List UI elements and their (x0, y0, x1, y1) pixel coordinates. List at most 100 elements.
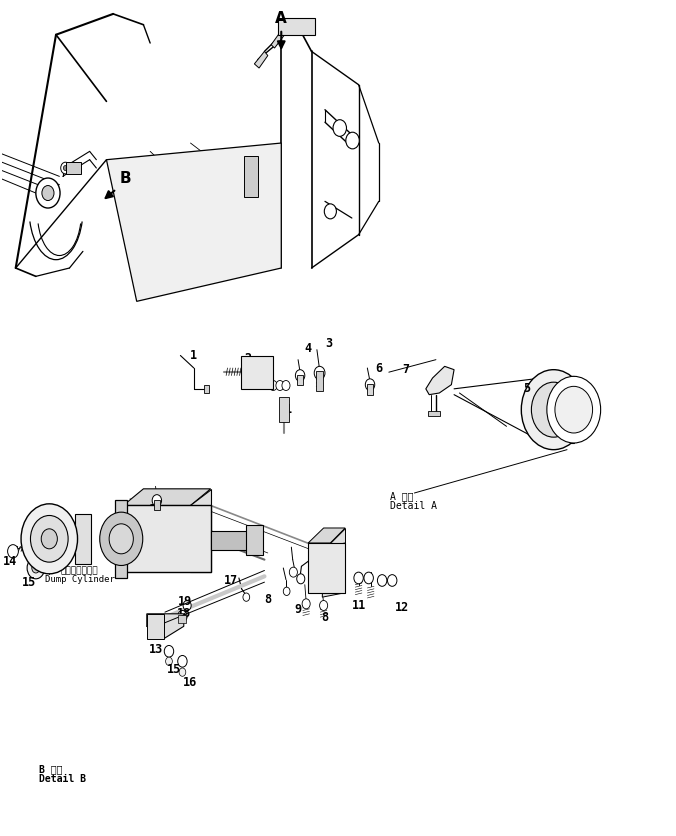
Text: 2: 2 (244, 351, 251, 364)
Text: ダンプシリンダ: ダンプシリンダ (61, 566, 99, 575)
Text: 12: 12 (395, 601, 410, 614)
Text: 13: 13 (149, 643, 163, 656)
Bar (115, 500, 127, 578)
Text: 19: 19 (178, 594, 192, 608)
Text: 6: 6 (375, 361, 383, 375)
Text: 11: 11 (166, 513, 180, 526)
Bar (279, 397, 289, 422)
Circle shape (242, 375, 250, 385)
Polygon shape (308, 528, 345, 543)
Circle shape (36, 178, 60, 208)
Circle shape (547, 376, 601, 443)
Circle shape (100, 512, 143, 565)
Circle shape (297, 573, 305, 584)
Circle shape (364, 572, 373, 584)
Bar (66, 162, 81, 174)
Text: 11: 11 (352, 599, 366, 612)
Text: A 詳細: A 詳細 (390, 492, 414, 502)
Text: Detail A: Detail A (390, 502, 437, 512)
Text: 3: 3 (324, 337, 332, 349)
Circle shape (109, 524, 133, 553)
Circle shape (269, 380, 277, 390)
Bar (278, 18, 315, 35)
Circle shape (64, 166, 68, 171)
Circle shape (152, 495, 162, 507)
Polygon shape (271, 31, 285, 48)
Circle shape (7, 544, 18, 558)
Polygon shape (147, 614, 184, 639)
Bar (297, 375, 304, 385)
Circle shape (295, 370, 305, 381)
Text: 17: 17 (224, 574, 238, 587)
Circle shape (531, 382, 576, 437)
Bar (211, 532, 247, 549)
Circle shape (320, 600, 328, 610)
Polygon shape (426, 366, 454, 395)
Text: A: A (275, 11, 287, 26)
Circle shape (27, 557, 45, 579)
Circle shape (42, 186, 54, 201)
Text: 9: 9 (295, 603, 301, 616)
Circle shape (32, 563, 40, 573)
Text: 16: 16 (183, 676, 197, 690)
Circle shape (377, 574, 387, 586)
Circle shape (260, 375, 268, 385)
Text: B 詳細: B 詳細 (39, 764, 63, 774)
Text: 10: 10 (149, 503, 163, 516)
Text: 8: 8 (321, 611, 329, 624)
Bar (244, 155, 258, 197)
Circle shape (242, 360, 250, 370)
Circle shape (521, 370, 586, 450)
Circle shape (61, 162, 70, 174)
Polygon shape (191, 489, 211, 572)
Circle shape (283, 587, 290, 595)
Circle shape (324, 204, 337, 219)
Circle shape (276, 380, 284, 390)
Circle shape (555, 386, 593, 433)
Text: B: B (120, 171, 132, 186)
Text: 1: 1 (191, 349, 197, 362)
Circle shape (354, 572, 363, 584)
Circle shape (164, 645, 174, 657)
Circle shape (282, 380, 290, 390)
Text: 5: 5 (523, 382, 530, 395)
Circle shape (289, 567, 297, 577)
Text: 14: 14 (3, 555, 18, 568)
Circle shape (243, 593, 249, 601)
Circle shape (178, 655, 187, 667)
Circle shape (302, 599, 310, 609)
Bar (428, 411, 440, 416)
Polygon shape (254, 51, 268, 68)
Text: 15: 15 (166, 663, 180, 676)
Text: 7: 7 (402, 363, 409, 376)
Polygon shape (123, 489, 211, 506)
Text: Detail B: Detail B (39, 774, 87, 784)
Circle shape (30, 516, 68, 562)
Bar (147, 614, 164, 639)
Polygon shape (322, 543, 345, 597)
Bar (153, 500, 160, 510)
Text: 1: 1 (285, 403, 291, 416)
Text: Dump Cylinder: Dump Cylinder (45, 575, 114, 584)
Circle shape (166, 657, 172, 665)
Circle shape (21, 504, 78, 573)
Text: 4: 4 (305, 343, 312, 355)
Bar (246, 526, 263, 555)
Circle shape (166, 508, 174, 518)
Circle shape (183, 600, 191, 610)
Circle shape (260, 360, 268, 370)
Bar (204, 385, 210, 393)
Circle shape (178, 610, 187, 622)
Circle shape (314, 366, 325, 380)
Bar (241, 355, 273, 389)
Circle shape (333, 120, 347, 136)
Text: 18: 18 (176, 607, 191, 620)
Circle shape (365, 379, 375, 390)
Circle shape (179, 668, 186, 676)
Polygon shape (106, 143, 281, 301)
Bar (316, 371, 323, 391)
Bar (75, 514, 91, 563)
Bar (123, 506, 211, 572)
Polygon shape (331, 528, 345, 593)
Circle shape (41, 529, 57, 548)
